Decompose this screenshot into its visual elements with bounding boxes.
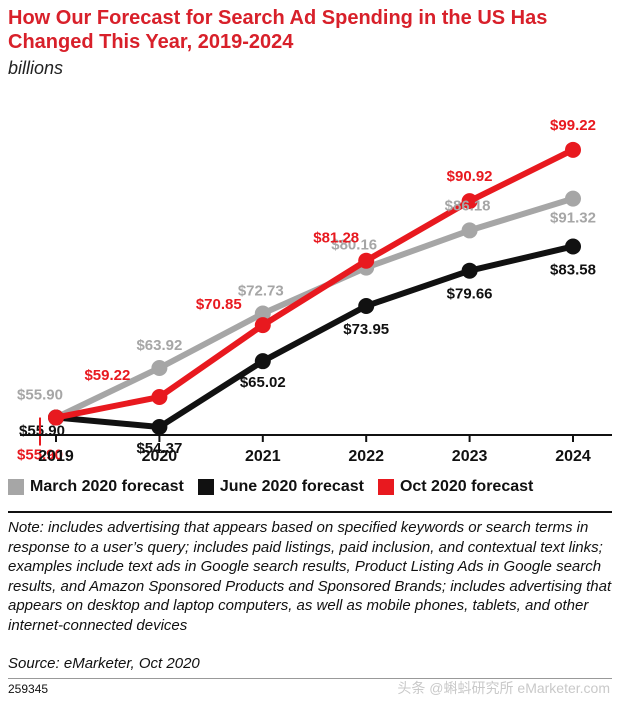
x-tick-label-2024: 2024 [555,448,591,465]
data-point-2022 [358,252,375,269]
legend-label: June 2020 forecast [219,478,364,495]
data-label-2021: $72.73 [238,283,284,300]
series-june-2020-forecast [48,238,581,435]
data-label-2021: $70.85 [196,296,242,313]
data-label-2019: $55.90 [19,423,65,440]
series-oct-2020-forecast [48,141,581,426]
data-label-2024: $83.58 [550,261,596,278]
data-point-2020 [151,389,168,406]
legend-item: Oct 2020 forecast [377,478,534,496]
legend-swatch [197,479,214,495]
data-label-2020: $63.92 [136,337,182,354]
legend-item: March 2020 forecast [8,478,184,496]
line-chart: $55.90 $63.92 $72.73 $80.16 $86.18 $91.32 $55.… [17,117,612,465]
data-point-2021 [254,353,271,370]
x-tick-label-2019: 2019 [38,448,74,465]
legend-item: June 2020 forecast [197,478,364,496]
data-point-2021 [254,317,271,334]
data-label-2021: $65.02 [240,374,286,391]
data-point-2024 [565,238,581,255]
data-label-2019: $55.90 [17,447,63,464]
data-point-2019 [48,409,64,426]
legend-label: Oct 2020 forecast [399,478,534,495]
note-divider [8,511,612,513]
data-label-2023: $79.66 [447,286,493,303]
legend-label: March 2020 forecast [30,478,184,495]
data-label-2023: $86.18 [445,197,491,214]
series-layer [48,141,581,435]
watermark: 头条 @蝌蚪研究所 eMarketer.com [397,680,610,696]
data-label-2020: $59.22 [84,367,130,384]
series-march-2020-forecast [48,190,581,426]
data-label-layer: $55.90 $63.92 $72.73 $80.16 $86.18 $91.32 $55.… [17,117,596,464]
data-point-2023 [461,193,478,210]
chart-title: How Our Forecast for Search Ad Spending … [8,7,548,53]
chart-note: Note: includes advertising that appears … [8,519,612,634]
data-label-2023: $90.92 [447,168,493,185]
series-line [55,243,574,430]
data-label-2020: $54.37 [136,440,182,457]
data-point-2022 [358,297,375,314]
legend: March 2020 forecast June 2020 forecast Oct… [8,478,618,496]
data-point-2020 [151,359,168,376]
chart-source: Source: eMarketer, Oct 2020 [8,655,200,672]
footer-divider [8,678,612,679]
data-label-2022: $73.95 [343,321,389,338]
data-label-2022: $80.16 [331,237,377,254]
x-tick-label-2021: 2021 [245,448,281,465]
data-label-2019: $55.90 [17,387,63,404]
data-point-2024 [565,190,581,207]
data-label-2022: $81.28 [313,230,359,247]
x-tick-label-2022: 2022 [348,448,384,465]
x-tick-label-2020: 2020 [142,448,178,465]
series-line [55,147,575,421]
chart-id: 259345 [8,682,49,696]
data-label-2024: $91.32 [550,210,596,227]
x-axis: 2019 2020 2021 2022 2023 2024 [20,434,612,465]
data-point-2021 [254,305,271,322]
data-point-2024 [565,141,581,158]
data-point-2020 [151,418,168,435]
data-point-2023 [461,222,478,239]
chart-subtitle: billions [8,58,64,78]
data-label-2024: $99.22 [550,117,596,134]
x-tick-label-2023: 2023 [452,448,488,465]
legend-swatch [377,479,394,495]
data-point-2023 [461,262,478,279]
legend-swatch [8,479,24,495]
